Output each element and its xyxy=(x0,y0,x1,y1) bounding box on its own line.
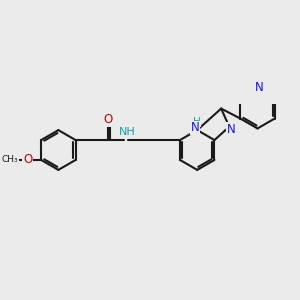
Text: O: O xyxy=(23,153,32,167)
Text: H: H xyxy=(193,117,200,127)
Text: CH₃: CH₃ xyxy=(2,155,19,164)
Text: N: N xyxy=(227,122,236,136)
Text: N: N xyxy=(255,81,263,94)
Text: N: N xyxy=(190,121,199,134)
Text: O: O xyxy=(103,113,112,126)
Text: NH: NH xyxy=(118,128,135,137)
